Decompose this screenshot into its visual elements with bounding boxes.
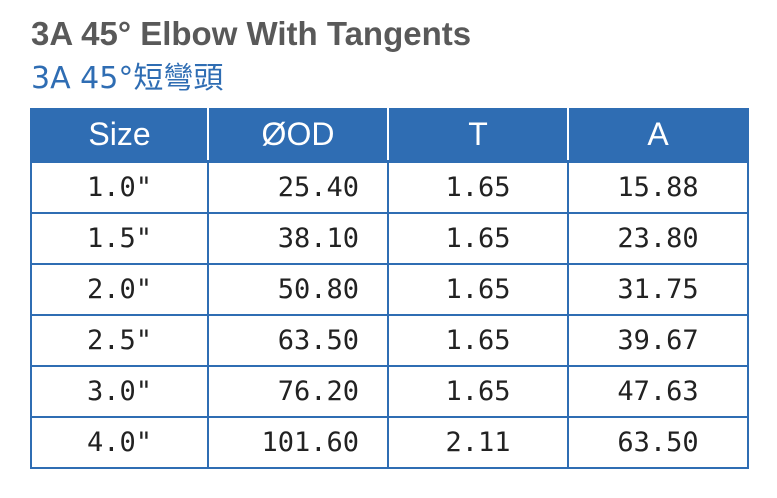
cell-t: 1.65 [387,263,569,316]
cell-t: 1.65 [387,160,569,214]
cell-a: 39.67 [567,314,749,367]
column-header-t: T [387,108,568,163]
cell-size: 2.5" [30,314,209,367]
cell-a: 31.75 [567,263,749,316]
cell-size: 2.0" [30,263,209,316]
column-header-a: A [567,108,749,163]
spec-table: Size ØOD T A 1.0" 25.40 1.65 15.88 1.5" … [30,108,749,469]
cell-od: 50.80 [207,263,389,316]
cell-a: 63.50 [567,416,749,469]
header-row: Size ØOD T A [30,108,749,163]
table-row: 1.0" 25.40 1.65 15.88 [30,160,749,214]
cell-a: 23.80 [567,212,749,265]
cell-size: 1.0" [30,160,209,214]
page-subtitle: 3A 45°短彎頭 [31,61,224,96]
cell-od: 63.50 [207,314,389,367]
column-header-od: ØOD [207,108,388,163]
table-header: Size ØOD T A [30,108,749,163]
cell-t: 1.65 [387,365,569,418]
cell-a: 47.63 [567,365,749,418]
table-row: 2.0" 50.80 1.65 31.75 [30,263,749,316]
cell-size: 1.5" [30,212,209,265]
cell-od: 38.10 [207,212,389,265]
cell-size: 4.0" [30,416,209,469]
table-row: 2.5" 63.50 1.65 39.67 [30,314,749,367]
page-title: 3A 45° Elbow With Tangents [31,15,472,52]
cell-t: 2.11 [387,416,569,469]
table-row: 1.5" 38.10 1.65 23.80 [30,212,749,265]
table-row: 4.0" 101.60 2.11 63.50 [30,416,749,469]
cell-od: 76.20 [207,365,389,418]
cell-a: 15.88 [567,160,749,214]
table-row: 3.0" 76.20 1.65 47.63 [30,365,749,418]
table-body: 1.0" 25.40 1.65 15.88 1.5" 38.10 1.65 23… [30,160,749,469]
cell-t: 1.65 [387,314,569,367]
cell-od: 101.60 [207,416,389,469]
cell-t: 1.65 [387,212,569,265]
cell-od: 25.40 [207,160,389,214]
column-header-size: Size [30,108,208,163]
cell-size: 3.0" [30,365,209,418]
